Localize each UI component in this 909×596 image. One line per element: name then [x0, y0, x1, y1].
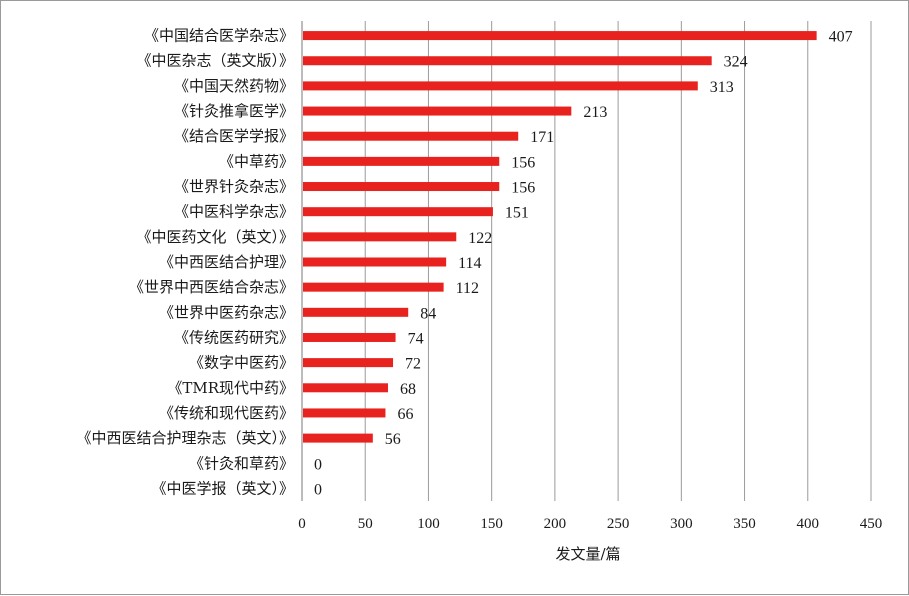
category-label: 《TMR现代中药》 [167, 379, 294, 397]
bar [303, 207, 493, 217]
data-label: 66 [397, 406, 413, 423]
bar [303, 358, 394, 368]
data-label: 84 [420, 305, 436, 322]
data-label: 72 [405, 356, 421, 373]
category-label: 《中草药》 [219, 152, 294, 170]
x-axis-title: 发文量/篇 [555, 545, 620, 563]
category-label: 《中医科学杂志》 [174, 203, 294, 221]
bar [303, 307, 409, 317]
x-tick-label: 350 [733, 516, 756, 532]
data-label: 213 [583, 104, 607, 121]
x-tick-label: 50 [358, 516, 373, 532]
x-tick-labels: 0 50 100 150 200 250 300 350 400 450 [298, 516, 882, 532]
data-label: 112 [456, 280, 479, 297]
x-tick-label: 300 [670, 516, 693, 532]
bar [303, 31, 817, 41]
bar [303, 106, 572, 116]
x-tick-label: 400 [797, 516, 820, 532]
bar [303, 433, 373, 443]
gridlines [301, 21, 872, 501]
data-label: 313 [710, 79, 734, 96]
bars [303, 31, 817, 443]
data-label: 74 [408, 330, 424, 347]
bar [303, 156, 500, 166]
x-tick-label: 0 [298, 516, 306, 532]
category-label: 《针灸推拿医学》 [174, 102, 294, 120]
x-tick-label: 250 [607, 516, 630, 532]
category-label: 《结合医学学报》 [174, 127, 294, 145]
data-label: 56 [385, 431, 401, 448]
data-label: 0 [314, 481, 322, 498]
bar [303, 56, 712, 66]
category-label: 《中西医结合护理》 [159, 253, 294, 271]
category-label: 《中国结合医学杂志》 [144, 27, 294, 45]
data-label: 114 [458, 255, 481, 272]
bar [303, 408, 386, 418]
category-label: 《世界中西医结合杂志》 [129, 278, 294, 296]
bar [303, 332, 396, 342]
x-tick-label: 200 [544, 516, 567, 532]
category-label: 《数字中医药》 [189, 354, 294, 372]
data-label: 171 [530, 129, 554, 146]
category-label: 《世界中医药杂志》 [159, 303, 294, 321]
bar [303, 131, 519, 141]
data-label: 324 [724, 54, 748, 71]
data-label: 122 [468, 230, 492, 247]
data-label: 0 [314, 456, 322, 473]
category-label: 《中医学报（英文）》 [151, 479, 294, 497]
category-label: 《传统和现代医药》 [159, 404, 294, 422]
bar [303, 182, 500, 192]
x-tick-label: 150 [480, 516, 503, 532]
category-label: 《传统医药研究》 [174, 328, 294, 346]
bar [303, 81, 698, 91]
category-label: 《世界针灸杂志》 [174, 178, 294, 196]
bar [303, 257, 447, 267]
data-label: 156 [511, 154, 535, 171]
category-label: 《中西医结合护理杂志（英文）》 [76, 429, 294, 447]
bar [303, 383, 388, 393]
category-label: 《针灸和草药》 [189, 454, 294, 472]
x-tick-label: 100 [417, 516, 440, 532]
data-label: 68 [400, 381, 416, 398]
category-label: 《中医杂志（英文版）》 [136, 52, 294, 70]
data-label: 407 [829, 29, 853, 46]
data-label: 156 [511, 180, 535, 197]
category-label: 《中国天然药物》 [174, 77, 294, 95]
category-labels: 《中国结合医学杂志》《中医杂志（英文版）》《中国天然药物》《针灸推拿医学》《结合… [76, 27, 294, 498]
value-labels: 407 324 313 213 171 156 156 151 122 114 112 84 74 72 6… [314, 29, 853, 499]
category-label: 《中医药文化（英文）》 [136, 228, 294, 246]
bar [303, 232, 457, 242]
x-tick-label: 450 [860, 516, 883, 532]
data-label: 151 [505, 205, 529, 222]
bar [303, 282, 444, 292]
